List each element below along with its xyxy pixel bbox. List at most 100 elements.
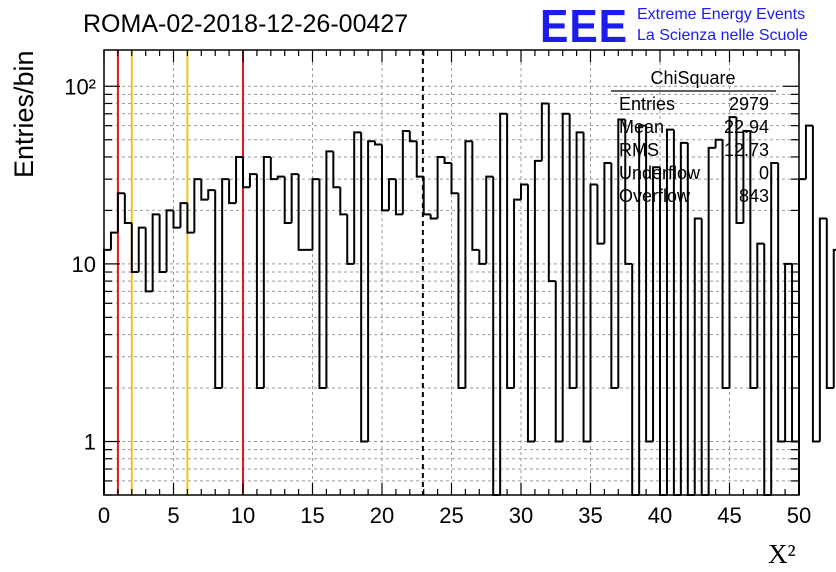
histogram-bin [297, 174, 306, 251]
histogram-bin [624, 119, 633, 265]
histogram-bin [652, 166, 660, 442]
histogram-bin [367, 140, 376, 442]
histogram-bin [242, 156, 250, 189]
histogram-bin [172, 210, 181, 229]
histogram-bin [360, 132, 369, 443]
x-tick-label: 0 [98, 503, 110, 528]
histogram-bin [339, 187, 348, 216]
histogram-bin [158, 214, 167, 274]
histogram-bin [742, 129, 751, 223]
histogram-bin [262, 155, 271, 389]
x-tick-label: 10 [231, 503, 255, 528]
eee-logo: EEE Extreme Energy Events La Scienza nel… [540, 0, 808, 52]
histogram-bin [228, 179, 237, 205]
x-tick-label: 35 [578, 503, 602, 528]
histogram-bin [137, 226, 146, 273]
histogram-bin [311, 178, 320, 250]
histogram-bin [179, 202, 188, 228]
histogram-bin [589, 183, 598, 442]
x-tick-label: 5 [167, 503, 179, 528]
y-axis: 1 10 10² [64, 74, 799, 496]
histogram-bin [707, 146, 716, 495]
histogram-bin [679, 141, 688, 495]
histogram-bin [728, 116, 737, 389]
histogram-bin [290, 173, 299, 223]
histogram-bin [429, 214, 438, 220]
histogram-bin [381, 144, 389, 212]
histogram-bin [394, 179, 403, 216]
histogram-bin [756, 242, 765, 389]
histogram-bin [485, 175, 494, 264]
histogram-bin [811, 125, 820, 443]
logo-letters: EEE [540, 0, 628, 52]
histogram-bin [408, 130, 417, 143]
stats-value: 2979 [729, 94, 769, 114]
histogram-bin [123, 193, 132, 224]
histogram-bin [770, 161, 779, 495]
histogram-bin [255, 174, 264, 390]
histogram-bin [638, 124, 647, 495]
stats-label: Mean [619, 117, 664, 137]
histogram-bin [561, 112, 570, 442]
histogram-bin [374, 141, 382, 146]
histogram-bin [283, 176, 292, 224]
histogram-bin [513, 198, 521, 389]
histogram-bin [109, 231, 118, 250]
histogram-bin [276, 175, 285, 180]
histogram-bin [533, 159, 542, 442]
histogram-bin [353, 131, 362, 264]
stats-label: RMS [619, 140, 659, 160]
histogram-bin [450, 162, 459, 195]
stats-value: 12.73 [724, 140, 769, 160]
histogram-bin [554, 281, 563, 443]
histogram-bin [540, 102, 549, 161]
histogram-bin [777, 162, 786, 443]
histogram-bin [332, 151, 341, 189]
stats-box: ChiSquare Entries 2979 Mean 22.94 RMS 12.73 Un… [611, 68, 776, 206]
chart-title: ROMA-02-2018-12-26-00427 [83, 10, 408, 38]
histogram-bin [596, 184, 605, 245]
histogram-bin [422, 176, 431, 216]
histogram-bin [387, 178, 396, 211]
histogram-bin [499, 112, 508, 495]
histogram-bin [714, 138, 723, 148]
histogram-bin [832, 248, 836, 389]
histogram-bin [443, 156, 452, 164]
histogram-bin [325, 150, 334, 389]
histogram-bin [151, 213, 160, 292]
y-tick-label: 10 [72, 252, 96, 277]
x-tick-label: 50 [787, 503, 811, 528]
x-tick-label: 25 [439, 503, 463, 528]
histogram-bin [318, 179, 327, 390]
histogram-bin [235, 155, 243, 204]
histogram-bin [214, 190, 223, 390]
y-tick-label: 1 [84, 430, 96, 455]
x-axis-label: X² [768, 539, 796, 569]
x-tick-label: 45 [717, 503, 741, 528]
stats-label: Entries [619, 94, 675, 114]
histogram-bin [415, 141, 424, 178]
histogram-bin [547, 103, 556, 283]
histogram-bin [269, 156, 278, 181]
histogram-bin [478, 249, 487, 265]
histogram-bin [693, 217, 702, 495]
histogram-bin [457, 193, 466, 390]
histogram-bin [207, 189, 216, 200]
histogram-bin [818, 217, 827, 442]
histogram-bin [735, 117, 744, 224]
stats-label: Underflow [619, 163, 701, 183]
histogram-bin [346, 214, 355, 265]
histogram-bin [471, 141, 480, 251]
histogram-bin [221, 178, 230, 389]
stats-value: 22.94 [724, 117, 769, 137]
histogram-bin [186, 203, 195, 234]
x-tick-label: 30 [509, 503, 533, 528]
histogram-bin [401, 129, 410, 215]
histogram-bin [464, 140, 473, 389]
stats-title: ChiSquare [650, 68, 735, 88]
histogram-bin [520, 183, 528, 200]
histogram-bin [506, 113, 515, 390]
x-tick-label: 15 [300, 503, 324, 528]
histogram-bin [603, 161, 612, 244]
